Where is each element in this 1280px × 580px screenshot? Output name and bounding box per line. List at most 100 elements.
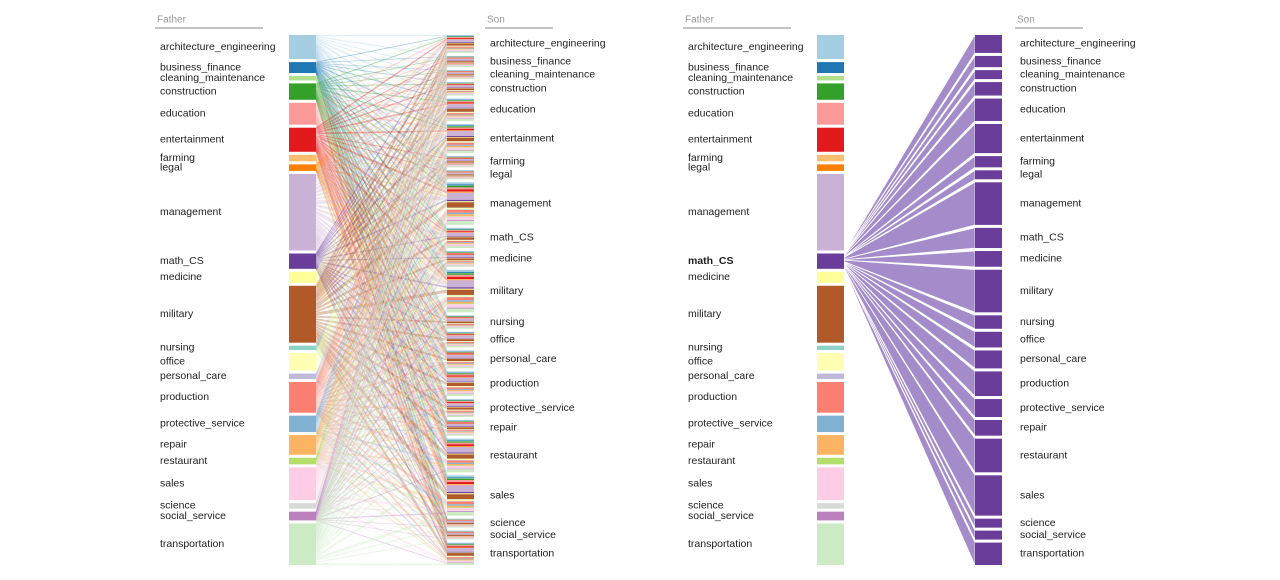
son-stripe: [447, 141, 474, 143]
son-stripe: [447, 241, 474, 243]
father-label: science: [688, 500, 724, 512]
flow: [315, 278, 448, 384]
son-label: education: [1020, 104, 1066, 116]
flow: [315, 69, 448, 401]
father-label: entertainment: [160, 134, 224, 146]
flow: [315, 78, 448, 529]
son-stripe: [447, 346, 474, 348]
son-label: legal: [1020, 169, 1042, 181]
flow: [314, 217, 449, 481]
son-stripe: [447, 452, 474, 454]
son-stripe: [447, 166, 474, 168]
flow: [315, 79, 448, 422]
flow: [315, 114, 448, 319]
flow: [315, 83, 448, 87]
flow: [315, 148, 448, 521]
father-label: farming: [160, 152, 195, 164]
flow: [315, 344, 448, 488]
son-stripe: [447, 393, 474, 397]
son-stripe: [447, 125, 474, 127]
flow: [315, 116, 448, 355]
son-label: math_CS: [1020, 232, 1064, 244]
flow: [315, 144, 448, 420]
son-stripe: [447, 307, 474, 308]
son-stripe: [447, 468, 474, 470]
flow: [315, 90, 448, 387]
father-block: [817, 102, 844, 125]
father-label: repair: [160, 439, 187, 451]
flow: [315, 140, 448, 358]
son-stripe: [447, 505, 474, 508]
flow: [315, 160, 448, 522]
son-stripe: [447, 354, 474, 358]
father-block: [289, 154, 316, 162]
son-stripe: [447, 499, 474, 502]
flow: [315, 498, 448, 563]
flow: [315, 407, 448, 504]
flow: [315, 57, 448, 105]
flow: [315, 262, 448, 339]
flow: [315, 260, 448, 377]
son-stripe: [447, 219, 474, 221]
son-stripe: [447, 477, 474, 479]
son-stripe: [447, 480, 474, 483]
father-label: math_CS: [160, 255, 204, 267]
son-stripe: [447, 147, 474, 150]
son-stripe: [447, 419, 474, 421]
flow: [315, 56, 448, 519]
son-label: science: [1020, 517, 1056, 529]
son-stripe: [447, 403, 474, 407]
father-label: military: [160, 308, 194, 320]
flow: [315, 377, 448, 411]
son-stripe: [447, 63, 474, 64]
flow: [315, 49, 448, 352]
flow: [315, 221, 448, 516]
flow: [315, 166, 448, 174]
son-block: [447, 399, 474, 417]
flow: [315, 432, 448, 494]
flow: [315, 178, 448, 515]
flow: [315, 323, 448, 377]
flow: [315, 169, 448, 450]
son-stripe: [447, 444, 474, 447]
flow: [314, 238, 449, 492]
flow: [315, 58, 448, 544]
son-block: [975, 315, 1002, 329]
flow: [315, 340, 448, 349]
flow: [314, 234, 449, 452]
son-stripe: [447, 526, 474, 528]
flow: [315, 453, 448, 561]
son-label: office: [1020, 333, 1045, 345]
son-block: [975, 70, 1002, 80]
flow: [315, 403, 448, 412]
father-label: construction: [688, 85, 745, 97]
flow: [315, 35, 448, 63]
son-block: [447, 371, 474, 397]
father-block: [817, 345, 844, 351]
son-stripe: [447, 210, 474, 213]
son-stripe: [447, 280, 474, 288]
son-block: [447, 419, 474, 436]
flow: [315, 172, 448, 200]
father-block: [289, 503, 316, 509]
son-stripe: [447, 358, 474, 362]
flow: [315, 173, 448, 259]
flow: [315, 264, 448, 506]
father-block: [289, 83, 316, 100]
flow: [315, 289, 448, 316]
flow: [315, 37, 448, 71]
flow: [315, 139, 448, 347]
son-block: [975, 251, 1002, 267]
flow: [315, 130, 448, 135]
flow: [315, 63, 448, 101]
son-stripe: [447, 341, 474, 344]
son-stripe: [447, 325, 474, 327]
flow: [315, 430, 448, 538]
flow: [315, 160, 448, 534]
father-block: [289, 373, 316, 380]
flow: [315, 158, 448, 337]
son-stripe: [447, 431, 474, 433]
flow: [315, 46, 448, 374]
flow: [315, 105, 448, 191]
flow: [315, 363, 448, 449]
